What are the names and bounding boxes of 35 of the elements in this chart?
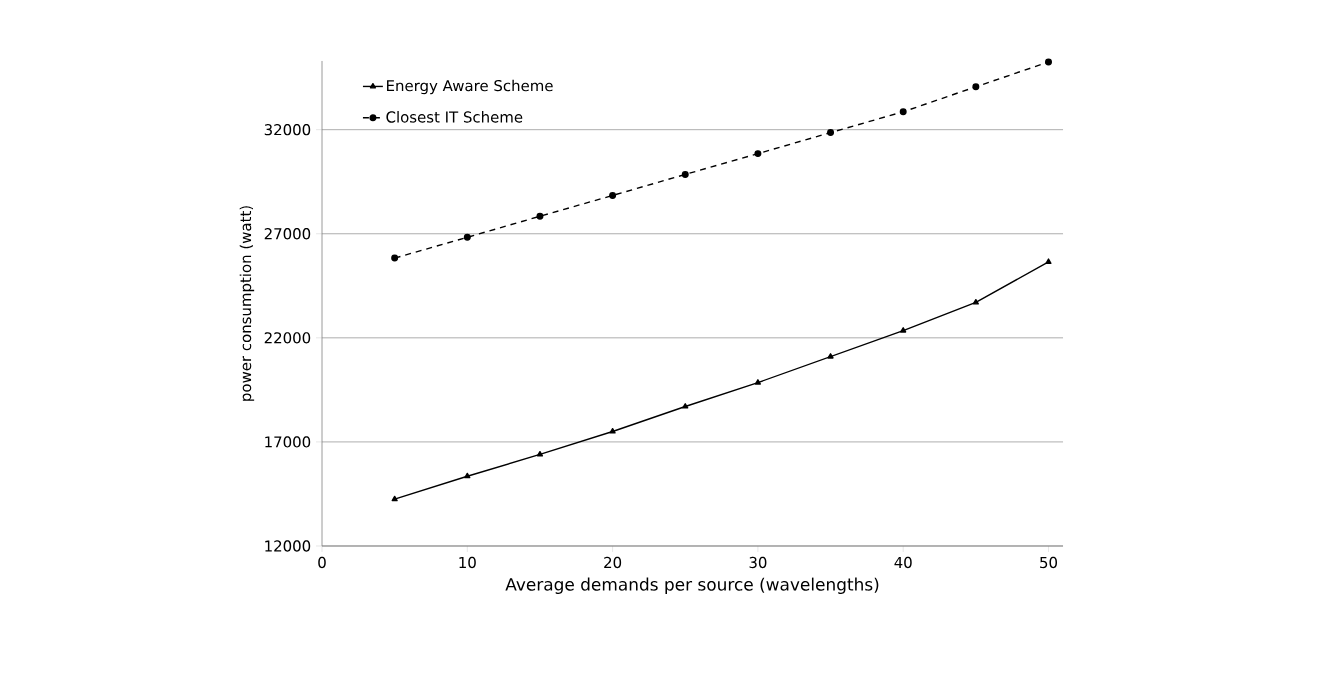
point	[536, 212, 544, 220]
point	[972, 298, 979, 305]
y-tick-label: 12000	[265, 540, 311, 552]
legend-label: Closest IT Scheme	[386, 111, 523, 123]
point	[754, 150, 762, 158]
point	[391, 254, 399, 262]
point	[536, 450, 544, 457]
x-tick-label: 50	[1040, 556, 1058, 569]
x-tick-label: 0	[318, 556, 326, 569]
point	[972, 83, 980, 91]
point	[463, 233, 471, 241]
point	[681, 170, 689, 178]
point	[900, 327, 907, 333]
point	[899, 108, 907, 116]
point	[1045, 258, 1052, 264]
legend-label: Energy Aware Scheme	[387, 79, 553, 95]
x-tick-label: 10	[459, 556, 476, 569]
point	[827, 129, 835, 137]
point	[754, 379, 762, 385]
point	[1045, 58, 1052, 66]
y-axis-title: power consumption (watt)	[239, 206, 255, 401]
y-tick-label: 17000	[265, 436, 311, 448]
x-tick-label: 40	[894, 556, 912, 569]
point	[391, 495, 398, 502]
point	[609, 191, 617, 199]
y-tick-label: 27000	[264, 228, 311, 240]
x-tick-label: 20	[604, 556, 622, 569]
point	[464, 472, 471, 479]
x-axis-title: Average demands per source (wavelengths)	[505, 577, 879, 595]
y-tick-label: 32000	[264, 124, 311, 136]
x-tick-label: 30	[749, 556, 767, 569]
point	[682, 403, 689, 409]
y-tick-label: 22000	[264, 332, 311, 344]
point	[609, 428, 616, 434]
point	[827, 353, 834, 359]
